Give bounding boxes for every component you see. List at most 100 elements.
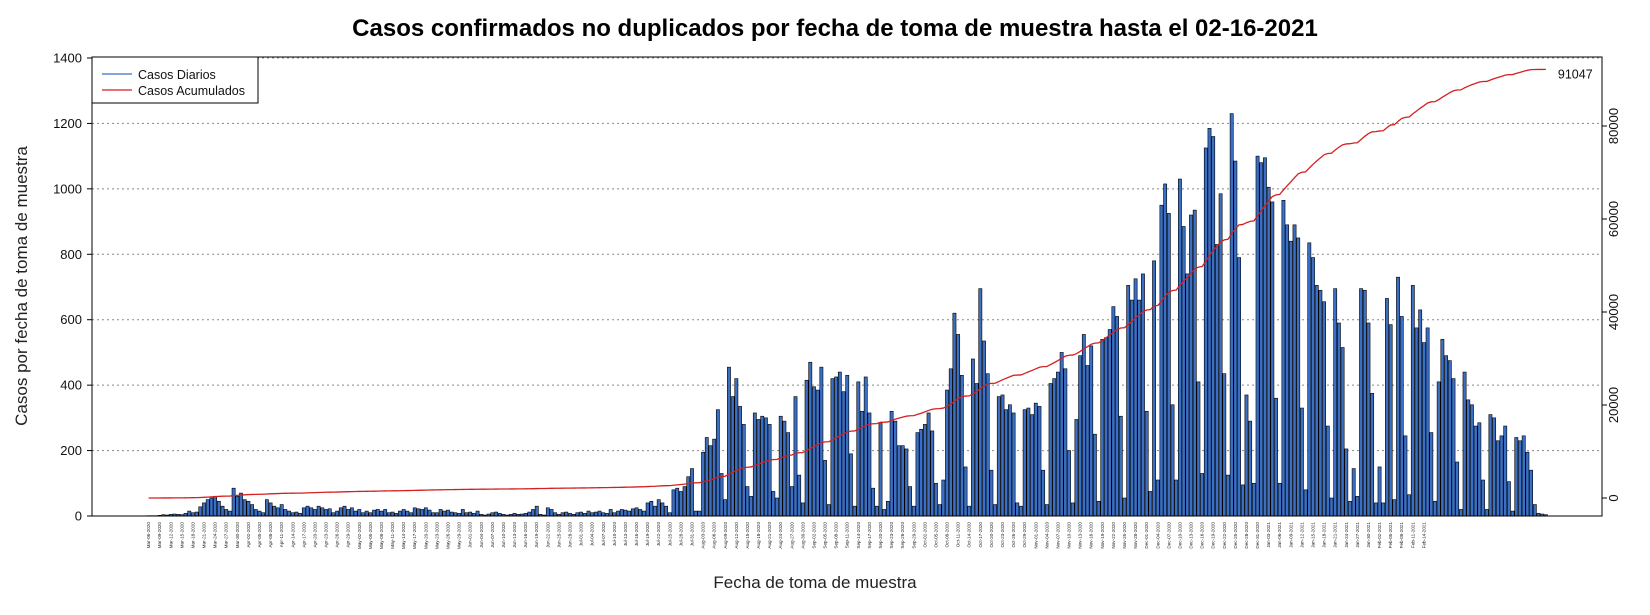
bar (738, 406, 742, 517)
bar (723, 499, 728, 517)
bar (1525, 451, 1530, 517)
y2-tick-label: 20000 (1606, 387, 1621, 423)
bar (819, 366, 824, 517)
x-tick-label: Aug-27-2020 (789, 522, 794, 549)
bar (1499, 435, 1504, 517)
bar (1011, 412, 1016, 517)
x-tick-label: Jun-25-2020 (556, 522, 561, 548)
x-tick-label: Aug-24-2020 (778, 522, 783, 549)
bar (1081, 334, 1086, 517)
bar (893, 420, 898, 517)
x-tick-label: May-02-2020 (357, 522, 362, 550)
bar (715, 409, 720, 517)
bar (697, 510, 702, 517)
bar (294, 511, 299, 517)
bar (253, 509, 258, 517)
bar (220, 505, 225, 517)
bar (963, 466, 968, 517)
bar (782, 420, 787, 517)
bar (1107, 329, 1112, 517)
bar (1466, 399, 1471, 517)
bar (1351, 468, 1356, 517)
bar (350, 507, 354, 517)
bar (1074, 419, 1079, 517)
bar (908, 486, 912, 517)
bar (1115, 316, 1119, 517)
x-tick-label: Nov-01-2020 (1033, 522, 1038, 549)
bar (1152, 260, 1156, 517)
x-tick-label: Apr-08-2020 (268, 522, 273, 548)
legend-label-daily: Casos Diarios (138, 68, 216, 82)
bar (1473, 425, 1478, 517)
x-tick-label: Jul-13-2020 (623, 522, 628, 547)
bar (1085, 365, 1090, 517)
bar (982, 340, 986, 517)
x-tick-label: Oct-08-2020 (945, 522, 950, 548)
x-tick-label: Jan-12-2021 (1299, 522, 1304, 548)
bar (871, 487, 876, 517)
bar (1159, 204, 1164, 517)
bar (627, 510, 632, 517)
bar (338, 507, 343, 517)
y-tick-label: 1400 (53, 51, 82, 66)
x-tick-label: Dec-28-2020 (1244, 522, 1249, 549)
x-tick-label: Aug-03-2020 (701, 522, 706, 549)
bar (767, 424, 772, 517)
x-tick-label: Dec-22-2020 (1222, 522, 1227, 549)
bar (412, 507, 417, 517)
bar (1004, 409, 1009, 517)
bar (1126, 285, 1131, 517)
x-tick-label: May-20-2020 (423, 522, 428, 550)
bar (1307, 242, 1312, 517)
bar (375, 509, 380, 517)
bar (187, 510, 192, 517)
bar (971, 358, 975, 517)
x-tick-label: Jul-10-2020 (612, 522, 617, 547)
bar (1048, 383, 1053, 517)
x-tick-label: Mar-06-2020 (146, 522, 151, 549)
bar (867, 412, 872, 517)
bar (834, 376, 839, 517)
bar (1222, 373, 1227, 517)
x-tick-label: Jun-16-2020 (523, 522, 528, 548)
bar (1000, 394, 1005, 517)
bar (545, 507, 550, 517)
x-tick-label: Jan-09-2021 (1288, 522, 1293, 548)
bar (1296, 237, 1301, 517)
bar (1418, 309, 1423, 517)
bar (704, 437, 709, 517)
bar (945, 389, 949, 517)
bar (1396, 276, 1400, 517)
x-tick-label: Jan-18-2021 (1322, 522, 1327, 548)
bar (756, 419, 761, 517)
x-tick-label: Mar-24-2020 (213, 522, 218, 549)
bar (586, 510, 591, 517)
bar (1447, 360, 1452, 517)
x-tick-label: Oct-29-2020 (1022, 522, 1027, 548)
bar (1211, 136, 1216, 517)
x-tick-label: Oct-20-2020 (989, 522, 994, 548)
bar (882, 509, 887, 517)
bar (730, 396, 735, 517)
bar (1451, 378, 1456, 517)
bar (989, 469, 994, 517)
bar (1414, 327, 1419, 517)
bar (1311, 257, 1315, 517)
x-tick-label: Aug-30-2020 (800, 522, 805, 549)
y-tick-label: 200 (60, 443, 82, 458)
bar (1458, 509, 1463, 517)
bar (1022, 409, 1027, 517)
bar (1532, 504, 1537, 517)
bar (205, 499, 210, 517)
bar (405, 510, 410, 517)
bar (708, 445, 713, 517)
x-tick-label: Apr-05-2020 (257, 522, 262, 548)
bar (1141, 273, 1145, 517)
bar (619, 509, 624, 517)
bar (1303, 489, 1308, 517)
bar (216, 500, 221, 517)
bar (727, 366, 731, 517)
cumulative-line (148, 68, 1546, 499)
bar (1019, 505, 1023, 517)
bar (353, 510, 358, 517)
